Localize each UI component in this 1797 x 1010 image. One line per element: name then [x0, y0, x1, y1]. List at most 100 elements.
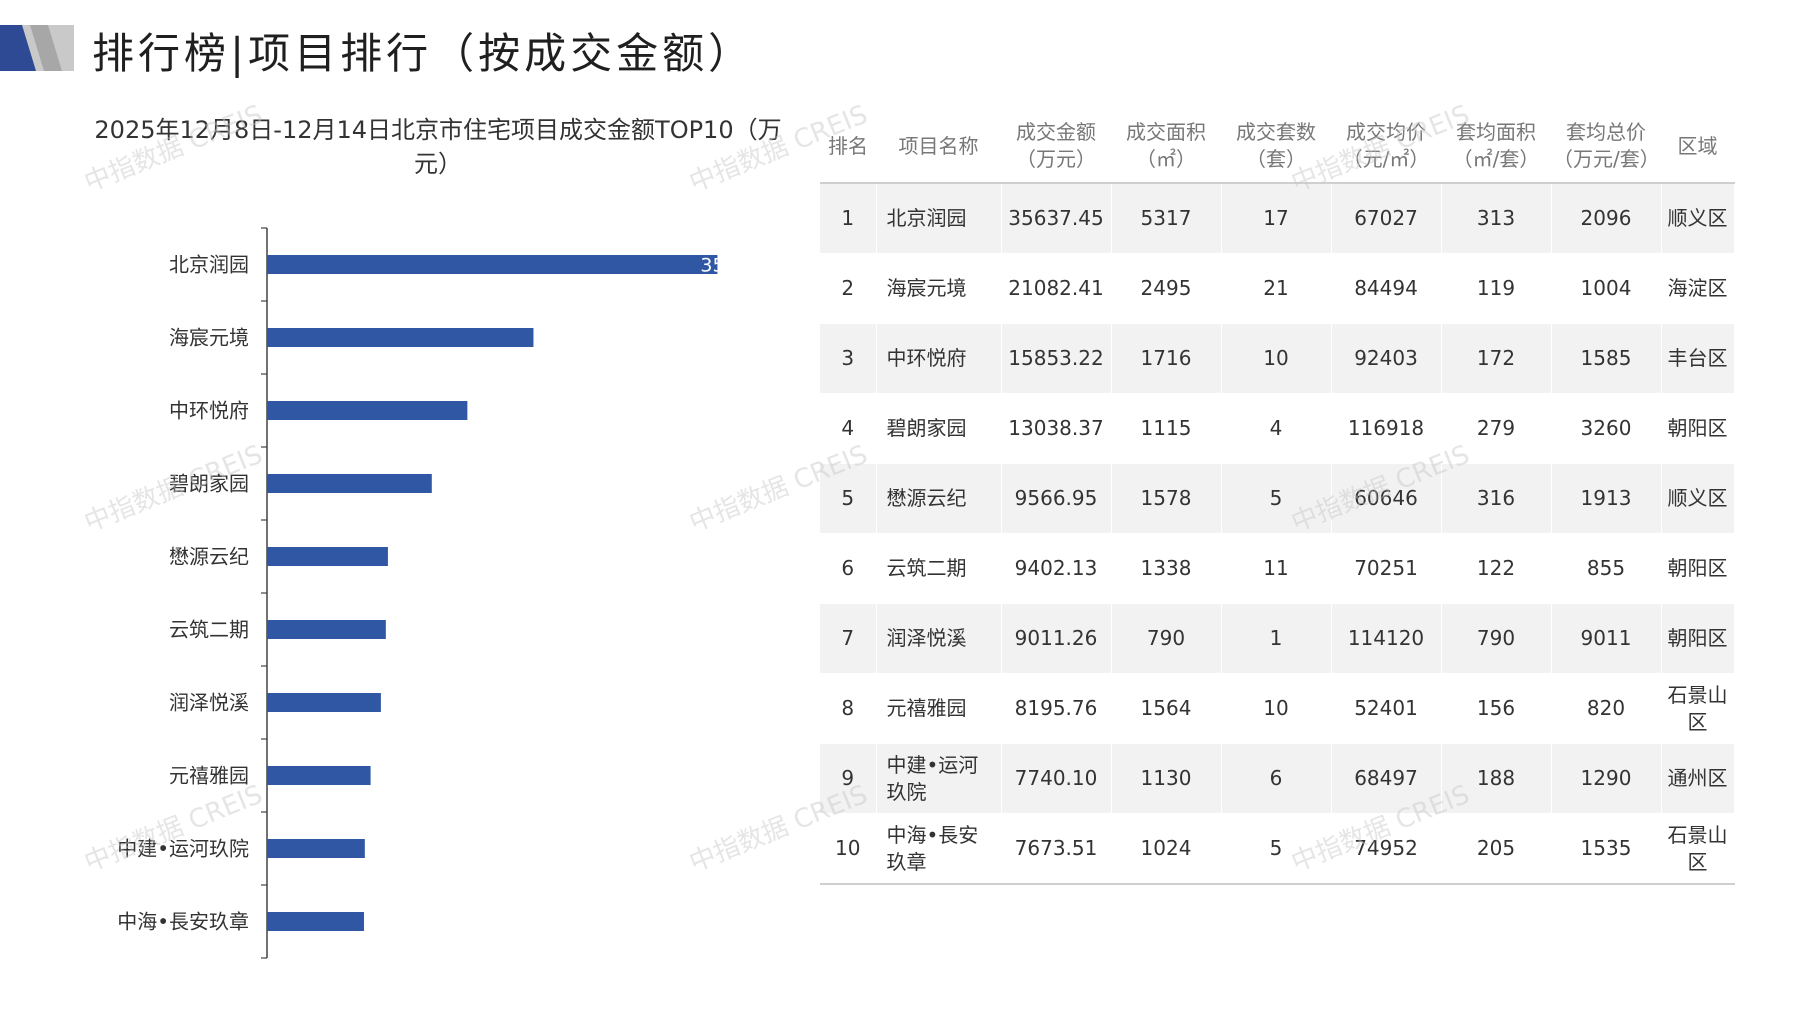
area-cell: 1115	[1111, 393, 1222, 464]
units-cell: 5	[1221, 463, 1332, 534]
amount-cell: 35637.45	[1001, 183, 1112, 254]
bar	[267, 401, 468, 420]
units-cell: 1	[1221, 603, 1332, 674]
table-row: 5 懋源云纪 9566.95 1578 5 60646 316 1913 顺义区	[820, 463, 1735, 534]
table-header-row: 排名 项目名称 成交金额 （万元） 成交面积 （㎡） 成交套数 （套） 成交均价 （元/㎡） 套均面…	[820, 110, 1734, 184]
area-cell: 1338	[1111, 533, 1222, 604]
table-header-cell: 成交套数 （套）	[1221, 110, 1331, 184]
table-row: 10 中海•長安玖章 7673.51 1024 5 74952 205 1535 石景山区	[820, 813, 1735, 885]
units-cell: 17	[1221, 183, 1332, 254]
amount-cell: 8195.76	[1001, 673, 1112, 744]
table-row: 1 北京润园 35637.45 5317 17 67027 313 2096 顺义区	[820, 183, 1735, 254]
brand-logo-icon	[0, 25, 74, 71]
avg-total-cell: 1913	[1551, 463, 1662, 534]
category-tick-label: 碧朗家园	[169, 472, 249, 496]
bar-data-label: 35	[700, 255, 724, 277]
bar	[267, 547, 388, 566]
district-cell: 石景山区	[1661, 813, 1735, 885]
category-tick-label: 中建•运河玖院	[117, 837, 249, 861]
avg-area-cell: 156	[1441, 673, 1552, 744]
district-cell: 丰台区	[1661, 323, 1735, 394]
rank-cell: 2	[820, 253, 877, 324]
area-cell: 1130	[1111, 743, 1222, 814]
category-tick-label: 润泽悦溪	[169, 691, 249, 715]
avg-total-cell: 1535	[1551, 813, 1662, 885]
avg-price-cell: 92403	[1331, 323, 1442, 394]
amount-cell: 7673.51	[1001, 813, 1112, 885]
avg-area-cell: 205	[1441, 813, 1552, 885]
category-tick-label: 中环悦府	[169, 399, 249, 423]
project-name-cell: 中海•長安玖章	[876, 813, 1002, 885]
units-cell: 6	[1221, 743, 1332, 814]
area-cell: 1716	[1111, 323, 1222, 394]
district-cell: 石景山区	[1661, 673, 1735, 744]
avg-price-cell: 68497	[1331, 743, 1442, 814]
bar	[267, 839, 365, 858]
category-tick-label: 懋源云纪	[169, 545, 249, 569]
avg-price-cell: 70251	[1331, 533, 1442, 604]
bar-chart: 北京润园海宸元境中环悦府碧朗家园懋源云纪云筑二期润泽悦溪元禧雅园中建•运河玖院中…	[117, 227, 724, 959]
avg-area-cell: 172	[1441, 323, 1552, 394]
category-tick-label: 元禧雅园	[169, 764, 249, 788]
district-cell: 顺义区	[1661, 183, 1735, 254]
avg-area-cell: 790	[1441, 603, 1552, 674]
table-row: 8 元禧雅园 8195.76 1564 10 52401 156 820 石景山区	[820, 673, 1735, 744]
table-row: 2 海宸元境 21082.41 2495 21 84494 119 1004 海淀区	[820, 253, 1735, 324]
avg-total-cell: 1585	[1551, 323, 1662, 394]
avg-price-cell: 67027	[1331, 183, 1442, 254]
avg-price-cell: 52401	[1331, 673, 1442, 744]
project-name-cell: 懋源云纪	[876, 463, 1002, 534]
amount-cell: 21082.41	[1001, 253, 1112, 324]
rank-cell: 9	[820, 743, 877, 814]
area-cell: 5317	[1111, 183, 1222, 254]
rank-cell: 1	[820, 183, 877, 254]
bar	[267, 912, 364, 931]
project-name-cell: 润泽悦溪	[876, 603, 1002, 674]
project-name-cell: 元禧雅园	[876, 673, 1002, 744]
bar	[267, 620, 386, 639]
avg-total-cell: 1004	[1551, 253, 1662, 324]
avg-area-cell: 119	[1441, 253, 1552, 324]
avg-price-cell: 60646	[1331, 463, 1442, 534]
rank-cell: 4	[820, 393, 877, 464]
table-header-cell: 区域	[1661, 110, 1734, 184]
table-header-cell: 成交面积 （㎡）	[1111, 110, 1221, 184]
bar	[267, 474, 432, 493]
category-tick-label: 北京润园	[169, 253, 249, 277]
avg-total-cell: 2096	[1551, 183, 1662, 254]
category-tick-label: 云筑二期	[169, 618, 249, 642]
table-row: 9 中建•运河玖院 7740.10 1130 6 68497 188 1290 通州区	[820, 743, 1735, 814]
rank-cell: 5	[820, 463, 877, 534]
project-name-cell: 碧朗家园	[876, 393, 1002, 464]
units-cell: 4	[1221, 393, 1332, 464]
avg-area-cell: 188	[1441, 743, 1552, 814]
table-header-cell: 项目名称	[876, 110, 1001, 184]
project-name-cell: 云筑二期	[876, 533, 1002, 604]
bar	[267, 255, 718, 274]
chart-title: 2025年12月8日-12月14日北京市住宅项目成交金额TOP10（万元）	[94, 116, 782, 178]
amount-cell: 15853.22	[1001, 323, 1112, 394]
project-name-cell: 北京润园	[876, 183, 1002, 254]
table-row: 7 润泽悦溪 9011.26 790 1 114120 790 9011 朝阳区	[820, 603, 1735, 674]
district-cell: 朝阳区	[1661, 533, 1735, 604]
table-header-cell: 排名	[820, 110, 876, 184]
rank-cell: 10	[820, 813, 877, 885]
bar	[267, 766, 371, 785]
avg-area-cell: 279	[1441, 393, 1552, 464]
rank-cell: 6	[820, 533, 877, 604]
avg-total-cell: 3260	[1551, 393, 1662, 464]
area-cell: 790	[1111, 603, 1222, 674]
avg-total-cell: 820	[1551, 673, 1662, 744]
amount-cell: 9566.95	[1001, 463, 1112, 534]
rank-cell: 3	[820, 323, 877, 394]
table-header-cell: 套均总价 （万元/套）	[1551, 110, 1661, 184]
category-tick-label: 中海•長安玖章	[117, 910, 249, 934]
table-header-cell: 成交金额 （万元）	[1001, 110, 1111, 184]
rank-cell: 7	[820, 603, 877, 674]
district-cell: 朝阳区	[1661, 393, 1735, 464]
avg-price-cell: 116918	[1331, 393, 1442, 464]
amount-cell: 9011.26	[1001, 603, 1112, 674]
units-cell: 10	[1221, 673, 1332, 744]
category-tick-label: 海宸元境	[169, 326, 249, 350]
amount-cell: 7740.10	[1001, 743, 1112, 814]
